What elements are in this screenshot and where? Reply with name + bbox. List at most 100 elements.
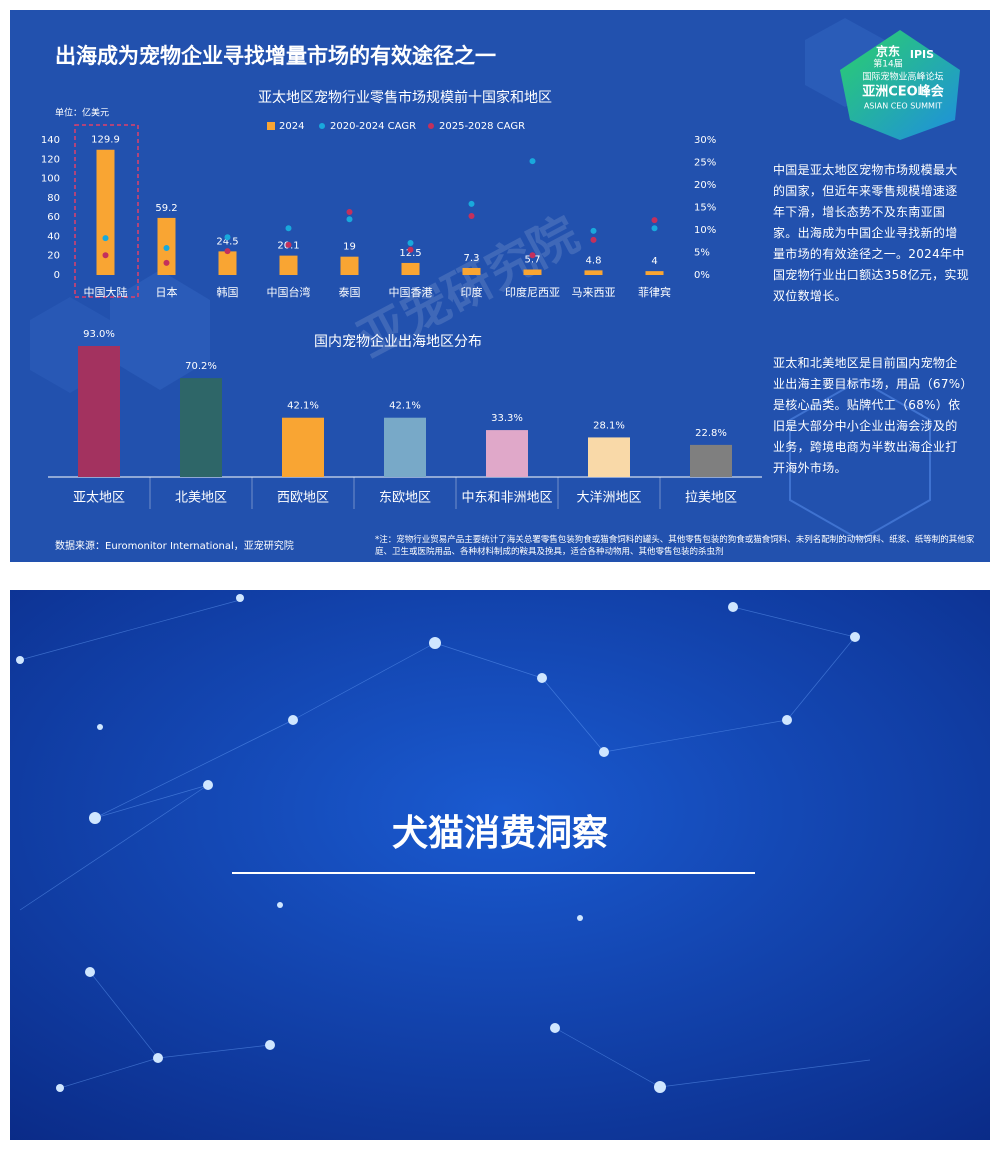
x-tick-label: 亚太地区 (73, 491, 125, 506)
bar-value-label: 5.7 (525, 255, 541, 266)
x-tick-label: 印度 (461, 285, 483, 299)
bar (96, 149, 115, 275)
cagr-dot (163, 245, 170, 251)
cagr-dot (468, 200, 475, 207)
cagr-dot (224, 248, 231, 255)
y-tick-label: 140 (41, 135, 60, 146)
y2-tick-label: 10% (694, 225, 716, 236)
logo-text: 京东 (876, 44, 900, 59)
network-dots (16, 594, 860, 1093)
legend-label: 2025-2028 CAGR (439, 121, 525, 132)
bar (401, 262, 420, 275)
deco-hex (789, 378, 931, 542)
deco-hex (110, 270, 210, 390)
bar (523, 269, 542, 275)
cagr-dot (529, 158, 536, 165)
bar-value-label: 42.1% (287, 401, 319, 412)
bar (645, 271, 664, 275)
bar (218, 251, 237, 275)
chart-title: 国内宠物企业出海地区分布 (314, 333, 482, 350)
bar-value-label: 59.2 (155, 203, 177, 214)
bar-value-label: 70.2% (185, 361, 217, 372)
x-tick-label: 中东和非洲地区 (461, 491, 552, 506)
x-tick-label: 拉美地区 (685, 491, 737, 506)
x-tick-label: 菲律宾 (638, 285, 671, 299)
side-text: 亚太和北美地区是目前国内宠物企业出海主要目标市场，用品（67%）是核心品类。贴牌… (773, 356, 967, 475)
bar-value-label: 4 (651, 256, 657, 267)
logo-text: IPIS (910, 48, 934, 61)
bar-value-label: 24.5 (216, 236, 238, 247)
source: 数据来源：Euromonitor International，亚宠研究院 (55, 539, 294, 552)
bar (584, 270, 603, 275)
y2-tick-label: 25% (694, 158, 716, 169)
y2-tick-label: 15% (694, 203, 716, 214)
x-tick-label: 马来西亚 (572, 286, 616, 299)
bar-value-label: 28.1% (593, 420, 625, 431)
x-tick-label: 大洋洲地区 (576, 491, 641, 506)
y-tick-label: 40 (47, 231, 60, 242)
logo-text: ASIAN CEO SUMMIT (864, 102, 942, 111)
bar-value-label: 19 (343, 242, 356, 253)
legend-label: 2020-2024 CAGR (330, 121, 416, 132)
cagr-dot (651, 217, 658, 224)
slide-title: 出海成为宠物企业寻找增量市场的有效途径之一 (55, 44, 496, 68)
legend-label: 2024 (279, 121, 304, 132)
bar (384, 417, 426, 477)
note: *注：宠物行业贸易产品主要统计了海关总署零售包装狗食或猫食饲料的罐头、其他零售包… (375, 535, 975, 557)
cagr-dot (346, 216, 353, 223)
logo-text: 第14届 (873, 58, 902, 70)
bar-value-label: 93.0% (83, 329, 115, 340)
y-tick-label: 60 (47, 212, 60, 223)
legend-swatch (319, 123, 325, 129)
cagr-dot (102, 252, 109, 259)
x-tick-label: 中国台湾 (267, 285, 311, 299)
x-tick-label: 西欧地区 (277, 491, 329, 506)
cagr-dot (285, 225, 292, 232)
unit-label: 单位：亿美元 (55, 107, 109, 119)
y2-tick-label: 5% (694, 248, 710, 259)
slide-2-bg (10, 590, 990, 1140)
x-tick-label: 东欧地区 (379, 491, 431, 506)
cagr-dot (102, 235, 109, 242)
x-tick-label: 印度尼西亚 (505, 285, 560, 299)
y-tick-label: 120 (41, 154, 60, 165)
bar-value-label: 22.8% (695, 428, 727, 439)
x-tick-label: 北美地区 (175, 491, 227, 506)
cagr-dot (407, 246, 414, 253)
bar (588, 437, 630, 477)
cagr-dot (529, 252, 536, 259)
x-tick-label: 泰国 (339, 285, 361, 299)
cagr-dot (651, 225, 658, 232)
cagr-dot (346, 209, 353, 215)
legend-swatch (267, 122, 275, 130)
bar-value-label: 4.8 (586, 255, 602, 266)
y2-tick-label: 20% (694, 180, 716, 191)
x-tick-label: 韩国 (217, 285, 239, 299)
cagr-dot (407, 240, 414, 247)
bar (282, 417, 324, 477)
slide-title: 犬猫消费洞察 (392, 813, 608, 854)
chart-title: 亚太地区宠物行业零售市场规模前十国家和地区 (258, 89, 552, 106)
cagr-dot (590, 227, 597, 234)
legend-swatch (428, 123, 434, 129)
y-tick-label: 0 (54, 270, 60, 281)
bar (340, 256, 359, 275)
network-lines (19, 599, 871, 1089)
cagr-dot (163, 259, 170, 266)
x-tick-label: 日本 (156, 285, 178, 299)
bar-value-label: 33.3% (491, 413, 523, 424)
y-tick-label: 100 (41, 174, 60, 185)
side-text: 中国是亚太地区宠物市场规模最大的国家，但近年来零售规模增速逐年下滑，增长态势不及… (773, 163, 970, 303)
logo-bg (840, 30, 960, 140)
cagr-dot (468, 213, 475, 220)
bar-value-label: 12.5 (399, 248, 421, 259)
x-tick-label: 中国香港 (389, 286, 433, 299)
bar-value-label: 7.3 (464, 253, 480, 264)
bar (462, 267, 481, 275)
cagr-dot (590, 236, 597, 243)
bar (486, 430, 528, 477)
bar-value-label: 42.1% (389, 401, 421, 412)
highlight-box (74, 124, 139, 298)
y-tick-label: 80 (47, 193, 60, 204)
bar (78, 346, 120, 477)
